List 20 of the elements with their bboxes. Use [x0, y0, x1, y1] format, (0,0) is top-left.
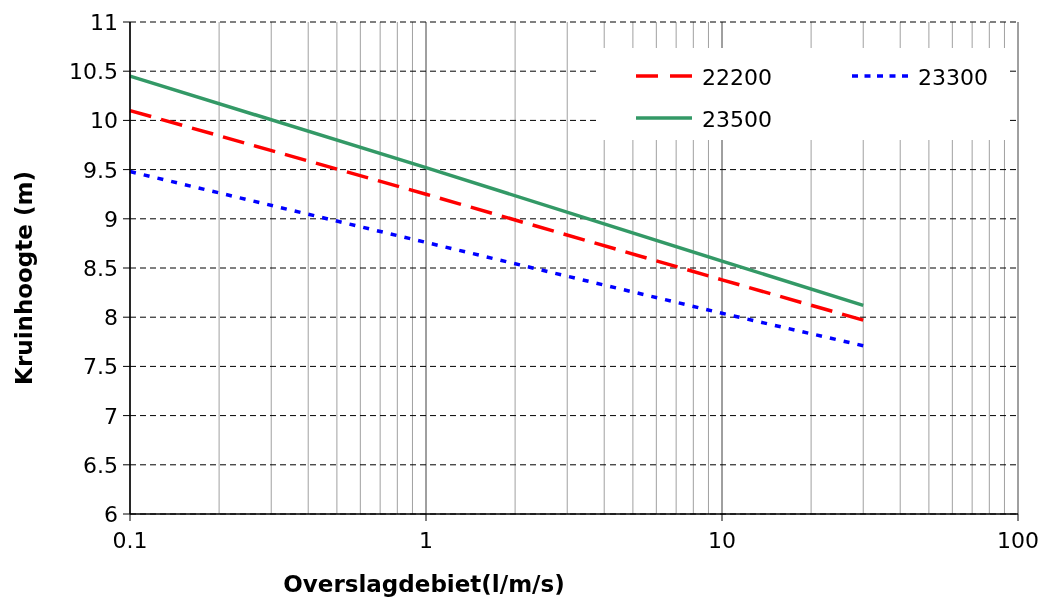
x-tick-label: 0.1 — [112, 528, 148, 553]
x-tick-label: 10 — [708, 528, 736, 553]
legend-label: 22200 — [702, 65, 772, 90]
x-axis-title: Overslagdebiet(l/m/s) — [283, 571, 565, 597]
y-tick-label: 9.5 — [83, 157, 118, 183]
x-tick-label: 1 — [419, 528, 433, 553]
y-tick-label: 10.5 — [69, 59, 118, 85]
y-tick-label: 10 — [90, 108, 118, 134]
y-tick-label: 9 — [104, 206, 118, 232]
y-tick-label: 6 — [104, 502, 118, 527]
y-tick-label: 8.5 — [83, 256, 118, 281]
y-tick-label: 8 — [104, 305, 118, 331]
y-tick-label: 11 — [90, 10, 118, 35]
y-tick-label: 7 — [104, 403, 118, 429]
y-tick-label: 7.5 — [83, 354, 118, 380]
legend-label: 23300 — [918, 65, 988, 90]
legend-label: 23500 — [702, 107, 772, 132]
y-tick-label: 6.5 — [83, 452, 118, 478]
x-tick-label: 100 — [997, 528, 1039, 553]
y-axis-title: Kruinhoogte (m) — [11, 171, 37, 385]
